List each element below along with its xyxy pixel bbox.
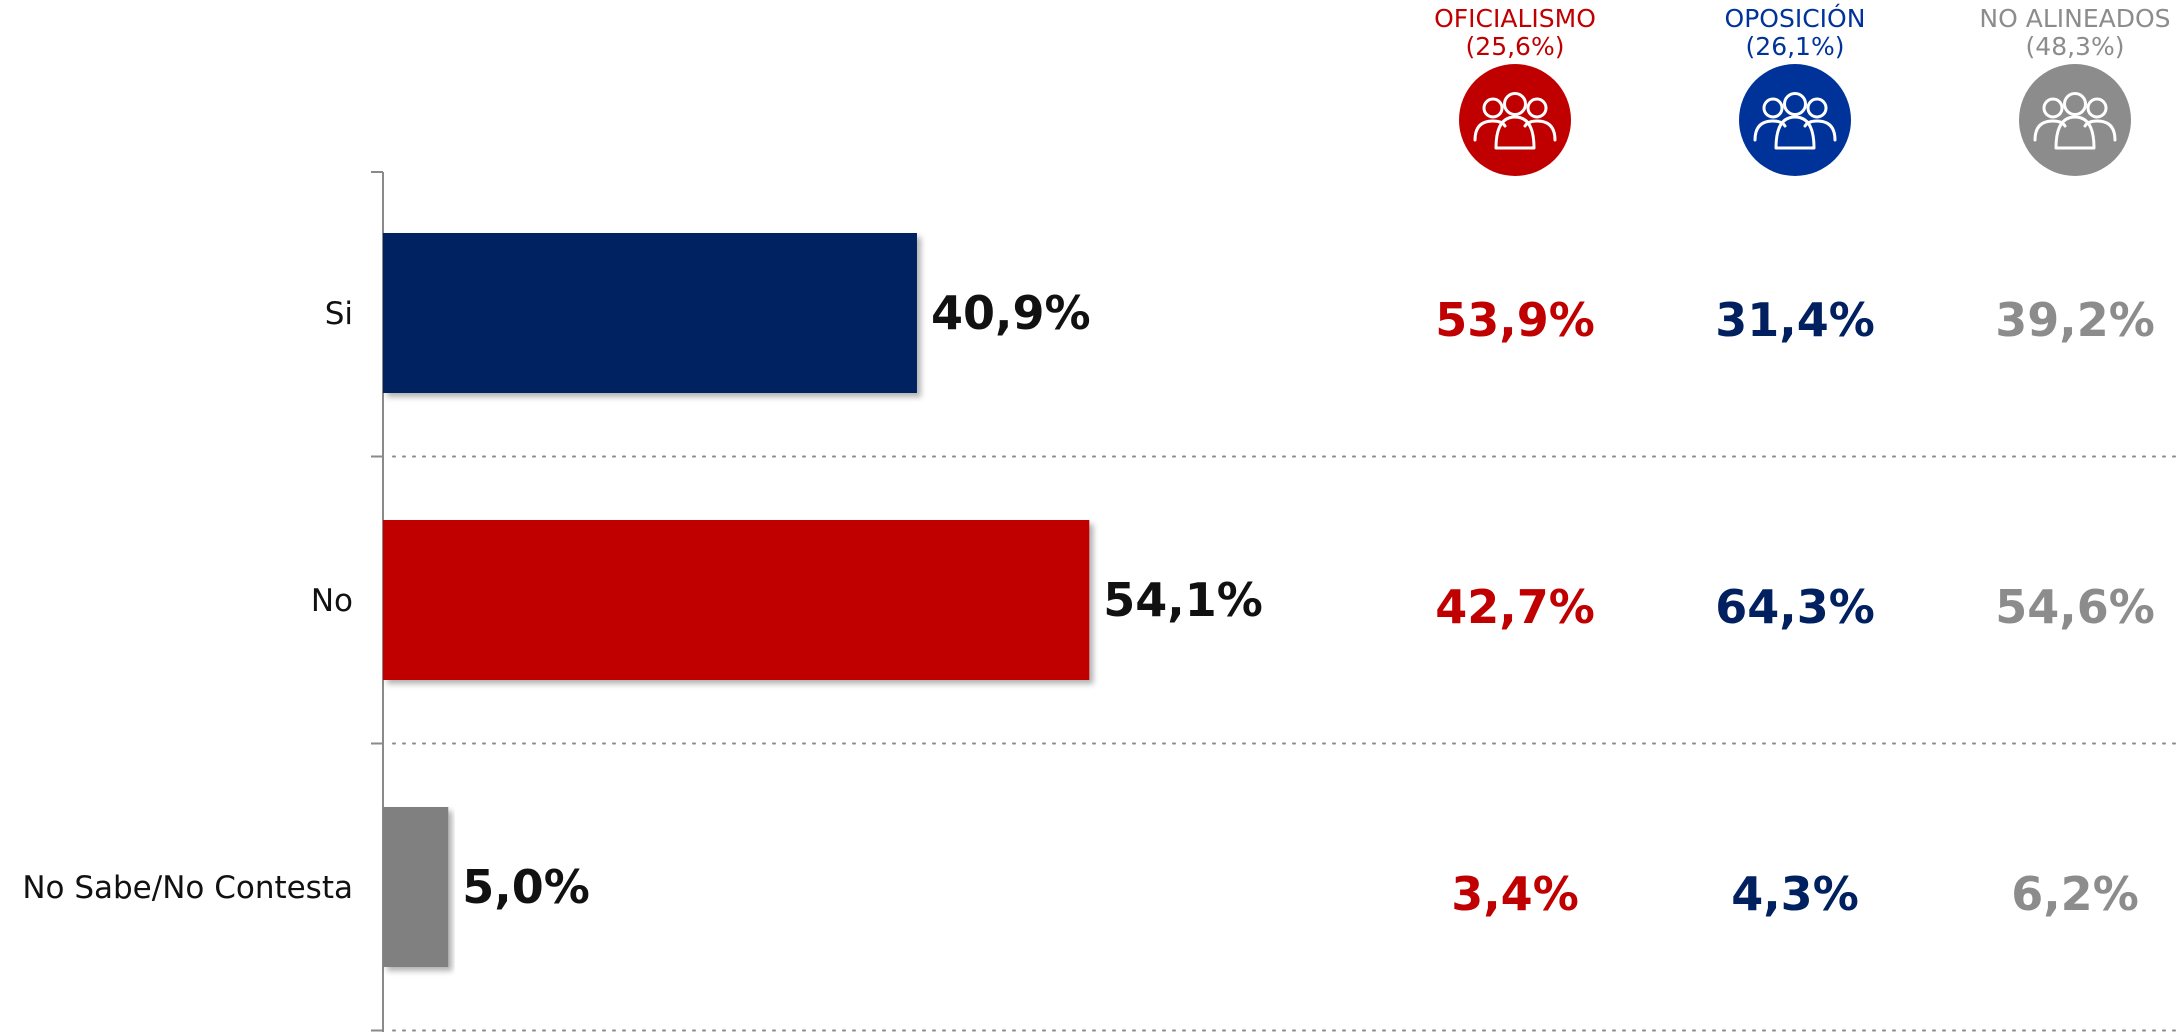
segment-value: 42,7% (1435, 580, 1595, 634)
segment-title: OFICIALISMO (1434, 4, 1596, 33)
segment-value: 3,4% (1451, 867, 1579, 921)
bar (383, 520, 1090, 680)
segment-value: 31,4% (1715, 293, 1875, 347)
segment-title: OPOSICIÓN (1725, 3, 1866, 33)
category-label: Si (325, 296, 353, 332)
segment-value: 53,9% (1435, 293, 1595, 347)
segment-share: (48,3%) (2026, 32, 2125, 61)
segment-layer: OFICIALISMO(25,6%) 53,9% 42,7% 3,4% OPOSICIÓ… (1434, 3, 2170, 921)
segment-value: 54,6% (1995, 580, 2155, 634)
people-group-icon (1459, 64, 1571, 176)
bar (383, 233, 917, 393)
segment-share: (25,6%) (1466, 32, 1565, 61)
bar-value-label: 54,1% (1103, 573, 1263, 627)
segment-value: 39,2% (1995, 293, 2155, 347)
bar-layer: Si 40,9% No 54,1% No Sabe/No Contesta 5,0% (22, 233, 1263, 967)
segment-value: 6,2% (2011, 867, 2139, 921)
segment-value: 64,3% (1715, 580, 1875, 634)
category-label: No Sabe/No Contesta (22, 870, 353, 906)
bar-value-label: 5,0% (462, 860, 590, 914)
bar (383, 807, 449, 967)
segment-value: 4,3% (1731, 867, 1859, 921)
category-label: No (311, 583, 353, 619)
segment-title: NO ALINEADOS (1979, 4, 2170, 33)
people-group-icon (1739, 64, 1851, 176)
bar-value-label: 40,9% (931, 286, 1091, 340)
people-group-icon (2019, 64, 2131, 176)
segment-share: (26,1%) (1746, 32, 1845, 61)
